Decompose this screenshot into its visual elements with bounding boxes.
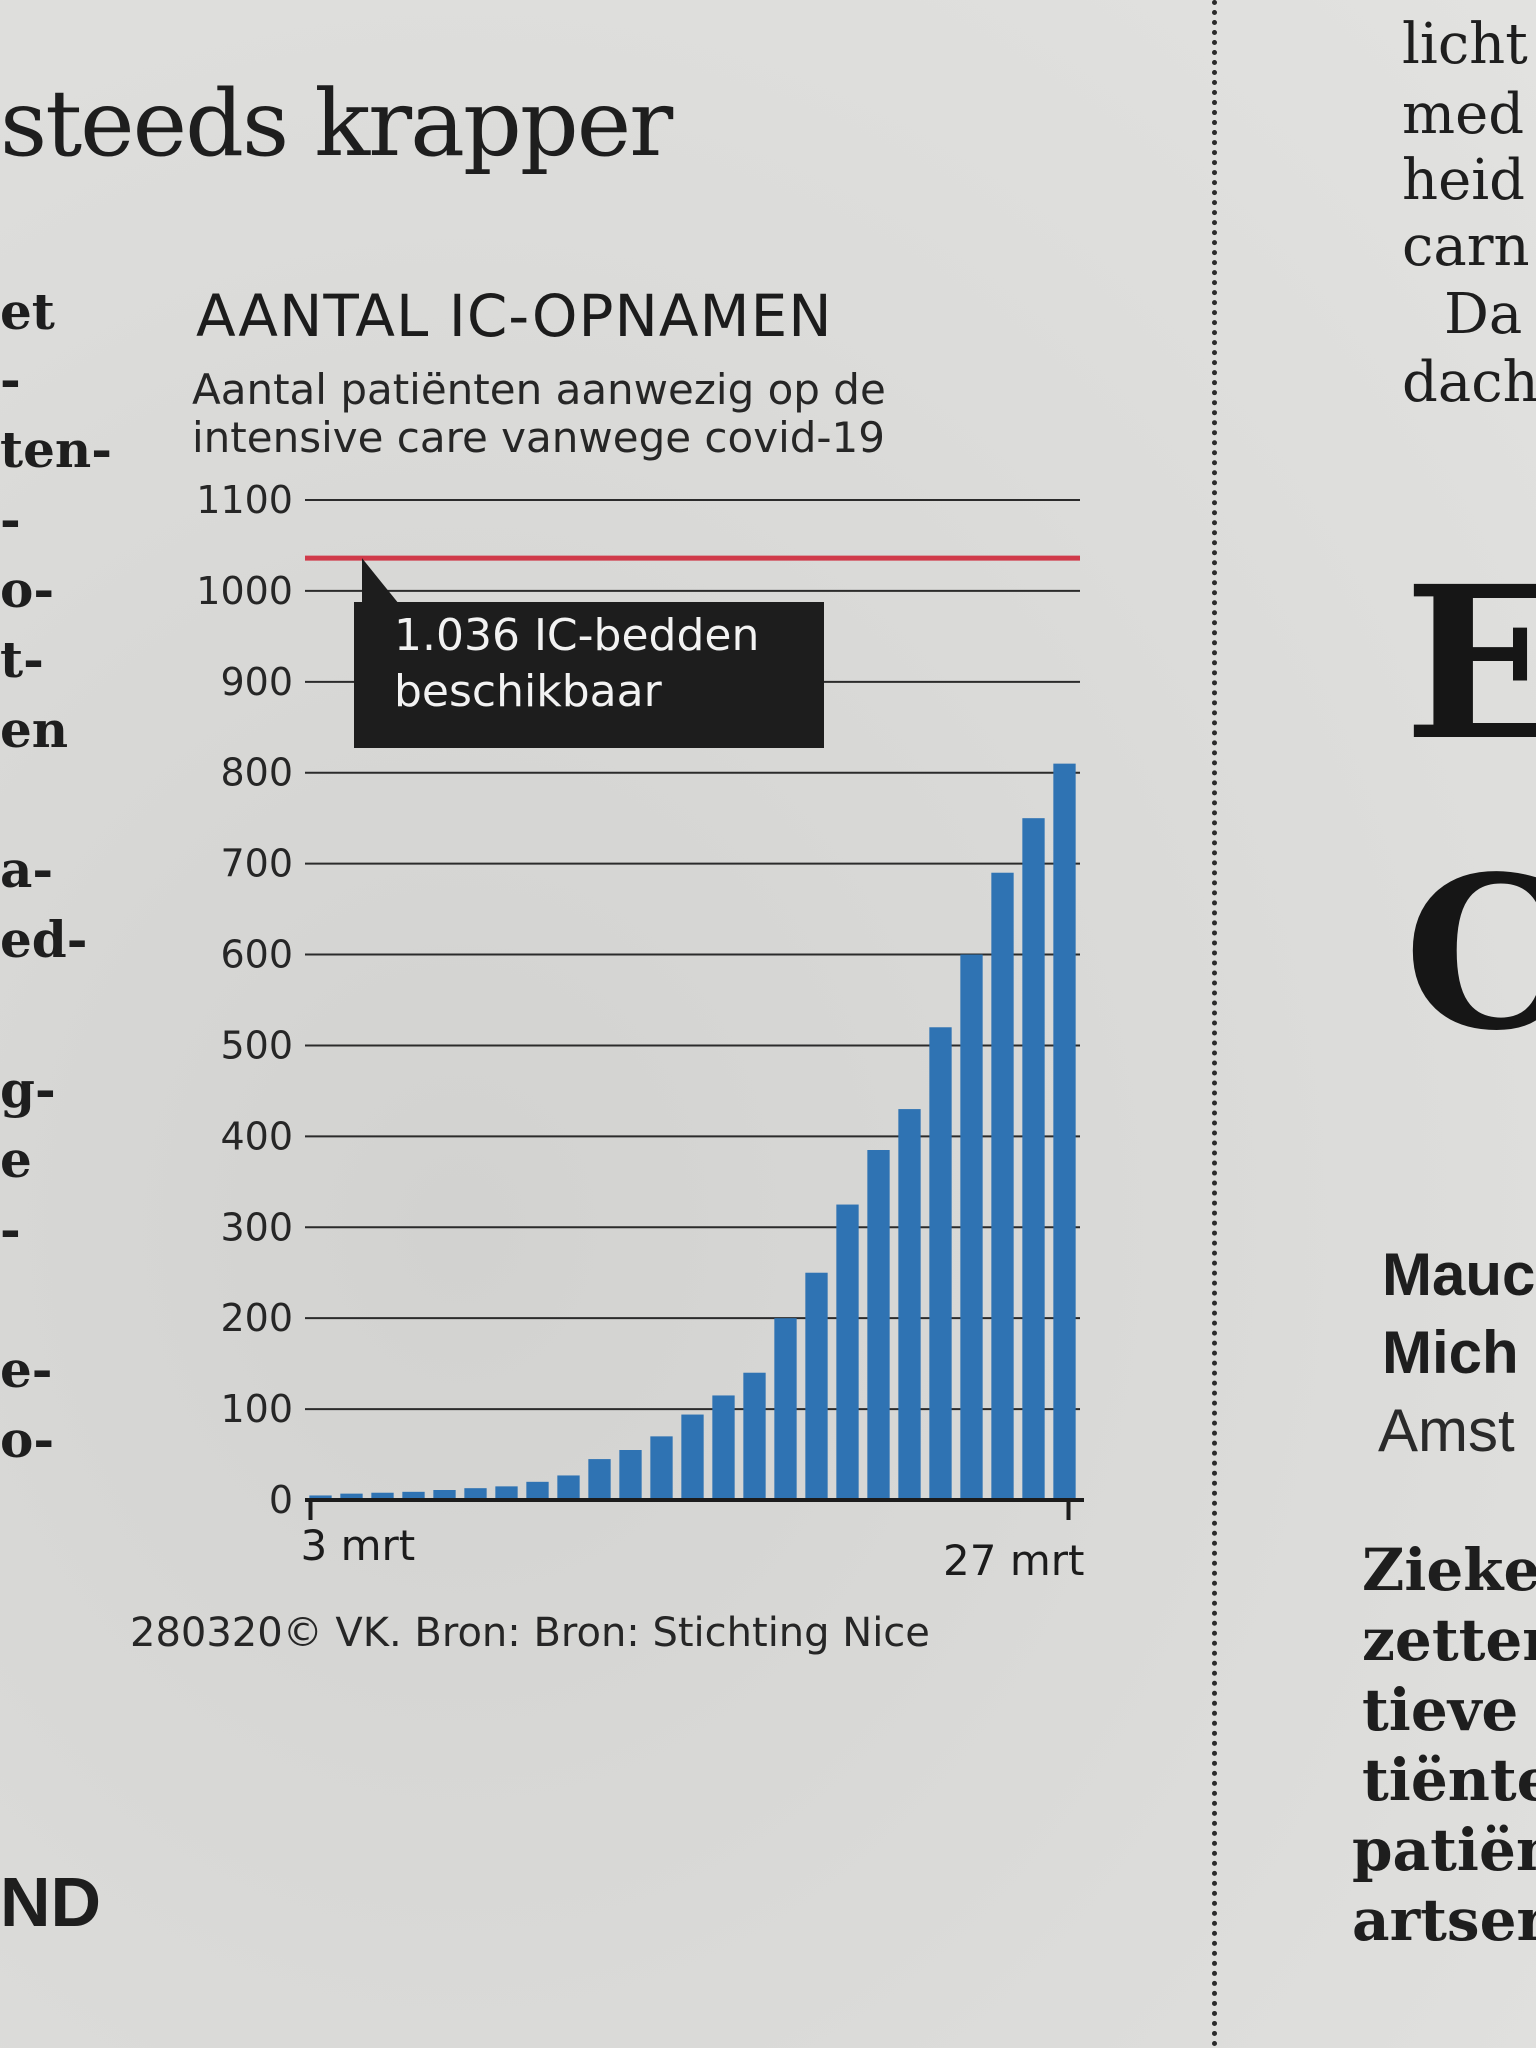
left-column-fragment: t- [0, 630, 44, 689]
bar [929, 1027, 952, 1500]
bar [340, 1493, 363, 1500]
left-column-fragment: e [0, 1130, 32, 1189]
y-tick-label: 300 [220, 1205, 293, 1249]
y-tick-label: 100 [220, 1387, 293, 1431]
bar [1053, 763, 1076, 1500]
byline-name: Mich [1382, 1319, 1519, 1386]
y-tick-label: 0 [269, 1478, 293, 1522]
left-column-fragment: e- [0, 1340, 53, 1399]
left-column-fragment: ed- [0, 910, 88, 969]
left-article-column: et - ten- - o- t- en a- ed- g- e - e- o- [0, 0, 120, 1600]
bar [588, 1459, 611, 1500]
y-tick-label: 700 [220, 842, 293, 886]
bar [526, 1481, 549, 1500]
bar [805, 1272, 828, 1500]
bar [774, 1318, 797, 1500]
y-tick-label: 900 [220, 660, 293, 704]
bar [712, 1395, 735, 1500]
bar [960, 954, 983, 1500]
intro-line: tiënte [1362, 1746, 1536, 1814]
right-body-line: carn [1402, 214, 1530, 279]
bar [681, 1414, 704, 1500]
intro-line: Zieke [1362, 1536, 1536, 1604]
y-tick-label: 200 [220, 1296, 293, 1340]
chart-subtitle: Aantal patiënten aanwezig op de intensiv… [192, 365, 886, 462]
bar [309, 1495, 332, 1500]
callout-line-2: beschikbaar [394, 666, 662, 717]
y-tick-label: 500 [220, 1023, 293, 1067]
y-tick-label: 600 [220, 933, 293, 977]
bar [619, 1450, 642, 1500]
byline-place: Amst [1378, 1397, 1515, 1464]
byline-name: Mauc [1382, 1241, 1536, 1308]
left-column-fragment: en [0, 700, 69, 759]
right-body-line: Da [1444, 282, 1523, 347]
left-column-fragment: et [0, 282, 55, 341]
callout-pointer [362, 558, 404, 611]
bottom-section-heading: ND [0, 1863, 102, 1941]
bar [371, 1492, 394, 1500]
y-tick-label: 400 [220, 1114, 293, 1158]
column-divider [1212, 0, 1217, 2048]
intro-line: artser [1352, 1886, 1536, 1954]
callout-line-1: 1.036 IC-bedden [394, 610, 760, 661]
y-tick-label: 1000 [196, 569, 293, 613]
right-body-line: dach [1402, 350, 1536, 415]
left-column-fragment: g- [0, 1060, 56, 1119]
big-headline-letter: C [1404, 830, 1536, 1077]
x-tick-label: 3 mrt [301, 1521, 416, 1570]
left-column-fragment: o- [0, 560, 55, 619]
bar [867, 1150, 890, 1500]
bar [495, 1486, 518, 1500]
left-column-fragment: - [0, 350, 21, 409]
left-column-fragment: o- [0, 1410, 55, 1469]
article-headline: steeds krapper [0, 70, 673, 177]
y-tick-label: 800 [220, 751, 293, 795]
right-body-line: heid [1402, 148, 1525, 213]
ic-beds-callout: 1.036 IC-bedden beschikbaar [354, 602, 824, 748]
left-column-fragment: a- [0, 840, 54, 899]
bar [402, 1491, 425, 1500]
right-body-line: licht [1402, 12, 1528, 77]
chart-source: 280320© VK. Bron: Bron: Stichting Nice [130, 1610, 930, 1656]
bar [836, 1204, 859, 1500]
right-article-column: licht med heid carn Da dach E C Mauc Mic… [1232, 0, 1536, 2048]
left-column-fragment: - [0, 490, 21, 549]
intro-line: tieve [1362, 1676, 1519, 1744]
bar [898, 1109, 921, 1500]
chart-title: AANTAL IC-OPNAMEN [196, 282, 833, 350]
bar [650, 1436, 673, 1500]
y-tick-label: 1100 [196, 478, 293, 522]
x-tick-label: 27 mrt [943, 1536, 1084, 1585]
bar [1022, 818, 1045, 1500]
right-body-line: med [1402, 82, 1525, 147]
bar [464, 1488, 487, 1500]
left-column-fragment: - [0, 1200, 21, 1259]
bar [743, 1372, 766, 1500]
bar [991, 872, 1014, 1500]
left-column-fragment: ten- [0, 420, 113, 479]
intro-line: zetter [1362, 1606, 1536, 1674]
intro-line: patiën [1352, 1816, 1536, 1884]
bar [433, 1490, 456, 1500]
bar [557, 1475, 580, 1500]
big-headline-letter: E [1404, 540, 1536, 787]
